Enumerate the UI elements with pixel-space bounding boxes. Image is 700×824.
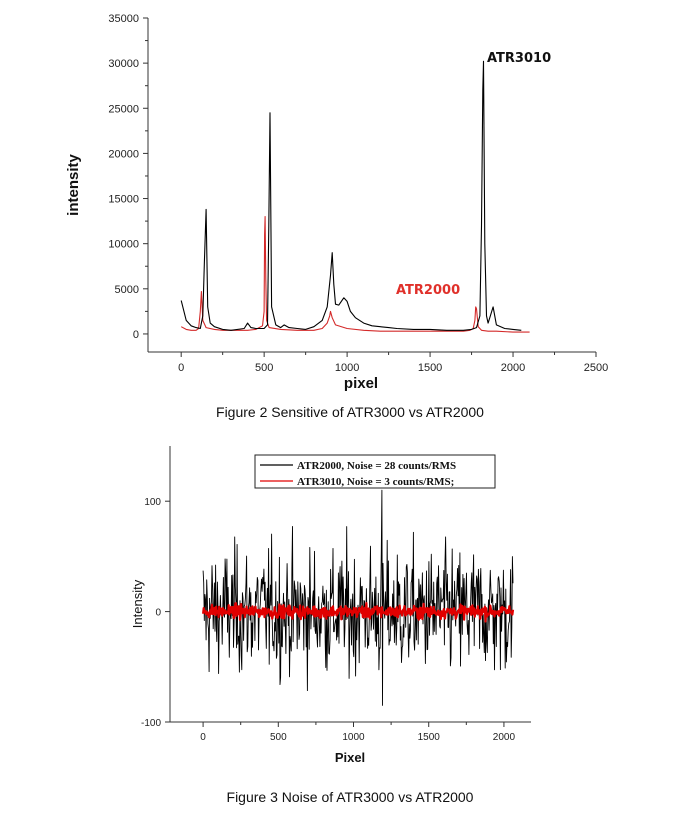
figure-2-x-tick-label: 500 (255, 362, 273, 374)
series-line-atr3010 (180, 60, 522, 331)
figure-3-x-tick-label: 0 (200, 732, 206, 743)
annotation-atr3010: ATR3010 (487, 51, 551, 66)
figure-2-x-axis-label: pixel (344, 375, 378, 392)
figure-2-y-tick-label: 35000 (108, 13, 139, 25)
series-line-atr2000 (180, 216, 530, 333)
figure-2-y-tick-label: 20000 (108, 148, 139, 160)
series-line-atr2000-noise (202, 489, 514, 706)
figure-2-x-tick-label: 1000 (335, 362, 359, 374)
figure-3-x-tick-label: 1500 (418, 732, 441, 743)
figure-2-chart: 0 5000 10000 15000 20000 25000 30000 35000 0 500… (65, 13, 608, 392)
figure-3-caption: Figure 3 Noise of ATR3000 vs ATR2000 (226, 789, 474, 805)
figure-3-y-ticks: -100 0 100 (141, 497, 170, 729)
annotation-atr2000: ATR2000 (396, 283, 460, 298)
figure-2-x-ticks: 0 500 1000 1500 2000 2500 (178, 352, 608, 374)
figure-2-x-tick-label: 0 (178, 362, 184, 374)
legend-box (254, 454, 496, 489)
figure-2-caption: Figure 2 Sensitive of ATR3000 vs ATR2000 (216, 404, 484, 420)
figure-2-y-tick-label: 5000 (115, 284, 139, 296)
figure-2-y-ticks: 0 5000 10000 15000 20000 25000 30000 35000 (108, 13, 148, 341)
figure-2-y-tick-label: 0 (133, 329, 139, 341)
figure-2-y-tick-label: 25000 (108, 103, 139, 115)
legend-label-atr2000: ATR2000, Noise = 28 counts/RMS (297, 460, 456, 472)
figure-3-legend: ATR2000, Noise = 28 counts/RMS ATR3010, … (254, 454, 496, 489)
figure-2-x-tick-label: 2500 (584, 362, 608, 374)
figure-3-x-ticks: 0 500 1000 1500 2000 (200, 722, 515, 743)
figure-3-chart: -100 0 100 0 500 1000 1500 2000 Intensity Pixe… (130, 446, 531, 765)
figure-3-y-tick-label: 0 (155, 608, 161, 619)
figure-2-x-tick-label: 1500 (418, 362, 442, 374)
figure-3-y-axis-label: Intensity (130, 579, 145, 628)
figure-2-y-tick-label: 30000 (108, 58, 139, 70)
figure-3-x-tick-label: 2000 (493, 732, 516, 743)
series-line-atr3010-noise (202, 601, 515, 623)
figure-3-x-tick-label: 500 (270, 732, 287, 743)
figure-3-x-axis-label: Pixel (335, 750, 365, 765)
figure-3-y-tick-label: 100 (144, 497, 161, 508)
figure-2-y-axis-label: intensity (65, 154, 82, 216)
figure-3-series (202, 489, 515, 706)
figure-3-x-tick-label: 1000 (342, 732, 365, 743)
figure-2-series (180, 60, 530, 333)
figure-2-x-tick-label: 2000 (501, 362, 525, 374)
figure-3-y-tick-label: -100 (141, 718, 161, 729)
legend-label-atr3010: ATR3010, Noise = 3 counts/RMS; (297, 476, 454, 488)
figure-2-y-tick-label: 15000 (108, 194, 139, 206)
figure-2-y-tick-label: 10000 (108, 239, 139, 251)
